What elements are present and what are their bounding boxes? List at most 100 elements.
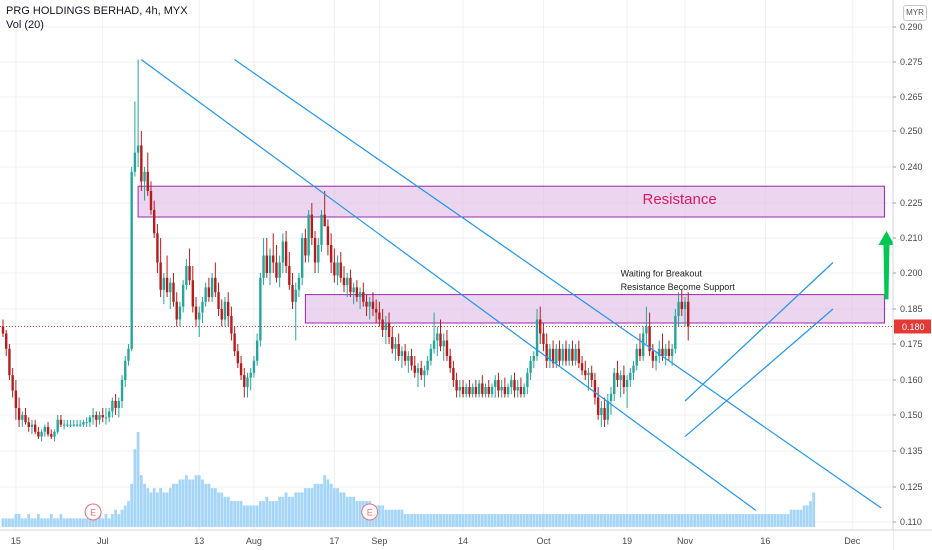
candle-body — [185, 266, 188, 285]
candle-body — [210, 277, 214, 297]
volume-bar — [648, 514, 652, 527]
volume-bar — [445, 514, 449, 527]
candle-body — [407, 356, 410, 361]
volume-bar — [332, 488, 336, 527]
candle-body — [497, 380, 500, 391]
volume-bar — [577, 514, 581, 527]
candle-body — [374, 309, 378, 313]
volume-bar — [599, 514, 603, 527]
time-tick-label: 14 — [458, 536, 468, 546]
volume-bar — [583, 514, 587, 527]
volume-bar — [554, 514, 558, 527]
candle-body — [632, 365, 635, 373]
price-tick-label: 0.150 — [900, 410, 923, 420]
volume-bar — [258, 501, 262, 527]
candle-body — [156, 233, 159, 263]
candle-body — [346, 277, 349, 285]
volume-bar — [429, 514, 433, 527]
annotation-text: Waiting for Breakout — [621, 269, 703, 279]
currency-badge[interactable]: MYR — [903, 5, 927, 21]
volume-bar — [770, 514, 774, 527]
candle-body — [355, 287, 359, 297]
volume-bar — [114, 509, 117, 527]
volume-bar — [352, 496, 356, 527]
candle-body — [378, 312, 381, 320]
candle-body — [95, 415, 98, 420]
candle-body — [455, 380, 458, 391]
volume-bar — [162, 492, 166, 527]
candle-body — [577, 348, 581, 364]
time-tick-label: Oct — [536, 536, 551, 546]
candle-body — [91, 415, 95, 418]
candle-body — [635, 348, 638, 366]
volume-bar — [435, 514, 439, 527]
volume-bar — [451, 514, 455, 527]
candle-body — [600, 408, 603, 415]
volume-bar — [246, 505, 249, 527]
candle-body — [317, 245, 320, 263]
volume-bar — [303, 488, 307, 527]
volume-bar — [339, 492, 343, 527]
candle-body — [181, 285, 185, 307]
volume-bar — [226, 496, 230, 527]
volume-bar — [149, 492, 153, 527]
volume-bar — [184, 475, 188, 527]
candle-body — [658, 348, 661, 356]
volume-bar — [673, 514, 677, 527]
candle-body — [458, 387, 462, 391]
candle-body — [506, 387, 510, 394]
volume-bar — [812, 492, 816, 527]
candle-body — [342, 277, 346, 285]
volume-bar — [632, 514, 635, 527]
volume-bar — [65, 518, 69, 527]
volume-bar — [287, 496, 291, 527]
annotation-text: Resistance Become Support — [621, 282, 736, 292]
candle-body — [580, 363, 584, 371]
candle-body — [268, 255, 272, 273]
volume-bar — [696, 514, 700, 527]
price-tick-label: 0.160 — [900, 375, 923, 385]
candle-body — [606, 401, 609, 420]
volume-bar — [545, 514, 549, 527]
candle-body — [165, 277, 169, 293]
volume-bar — [503, 514, 507, 527]
candle-body — [593, 380, 597, 398]
candle-body — [297, 277, 301, 290]
candle-body — [149, 191, 153, 210]
volume-bar — [11, 518, 15, 527]
volume-bar — [776, 514, 780, 527]
candle-body — [88, 417, 92, 423]
candle-body — [519, 387, 523, 394]
volume-bar — [230, 501, 233, 527]
volume-bar — [738, 514, 742, 527]
volume-bar — [33, 518, 37, 527]
volume-bar — [406, 514, 410, 527]
candle-body — [410, 356, 413, 366]
volume-bar — [500, 514, 504, 527]
candle-body — [79, 424, 82, 426]
volume-bar — [448, 514, 452, 527]
candle-body — [445, 340, 449, 356]
candle-body — [551, 348, 555, 364]
volume-bar — [645, 514, 648, 527]
candle-body — [429, 348, 433, 361]
volume-bar — [59, 514, 63, 527]
candle-body — [352, 287, 355, 293]
candle-body — [284, 241, 288, 266]
volume-bar — [40, 518, 44, 527]
volume-bar — [329, 483, 333, 527]
candle-body — [323, 214, 326, 227]
candle-body — [590, 372, 593, 380]
volume-bar — [349, 496, 352, 527]
volume-bar — [635, 514, 639, 527]
volume-bar — [75, 518, 79, 527]
candle-body — [194, 306, 198, 320]
volume-bar — [104, 514, 108, 527]
volume-bar — [30, 518, 34, 527]
candle-body — [677, 301, 680, 316]
volume-bar — [297, 492, 301, 527]
candle-body — [526, 372, 529, 387]
